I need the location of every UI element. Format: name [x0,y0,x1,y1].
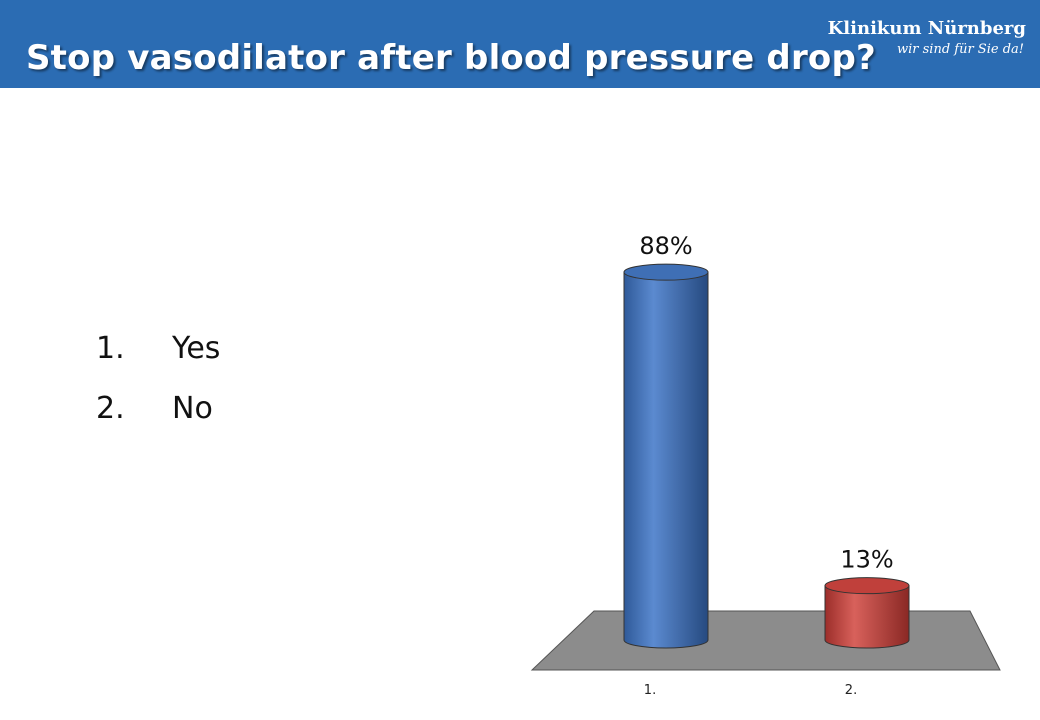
chart-bar [824,577,910,649]
answer-option: 2. No [96,388,220,448]
slide-title: Stop vasodilator after blood pressure dr… [26,38,876,78]
chart-category-label: 1. [644,683,656,698]
chart-bar-body [623,271,709,649]
chart-bar [623,263,709,649]
header-bar [0,0,1040,88]
chart-bar-top [824,577,910,595]
answer-option: 1. Yes [96,328,220,388]
answer-options: 1. Yes 2. No [96,328,220,448]
chart-data-label: 88% [639,232,692,260]
chart-data-label: 13% [840,546,893,574]
answer-option-number: 1. [96,331,125,366]
logo-tagline: wir sind für Sie da! [896,42,1024,57]
chart-bar-body [824,585,910,649]
chart-floor-plane [530,610,1001,671]
answer-option-label: No [172,391,213,426]
answer-option-number: 2. [96,391,125,426]
answer-option-label: Yes [172,331,221,366]
chart-category-label: 2. [845,683,857,698]
chart-bar-top [623,263,709,281]
logo-name: Klinikum Nürnberg [827,18,1026,39]
